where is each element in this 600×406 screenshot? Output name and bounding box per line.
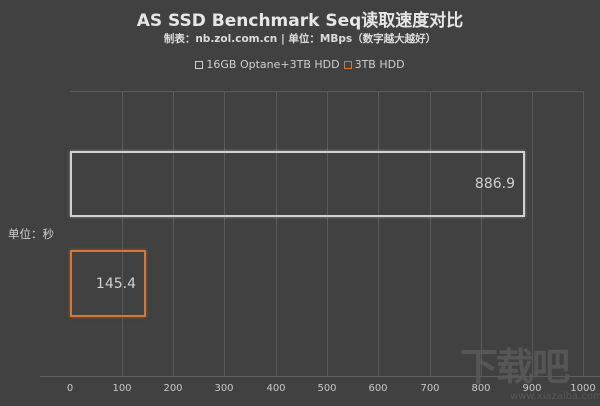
- gridline: [173, 91, 174, 376]
- x-tick-label: 500: [317, 383, 337, 394]
- gridline: [224, 91, 225, 376]
- legend-swatch-icon: [195, 60, 204, 69]
- chart-title: AS SSD Benchmark Seq读取速度对比: [136, 11, 464, 31]
- gridline: [378, 91, 379, 376]
- watermark-logo: 下载吧: [460, 345, 570, 389]
- x-tick-label: 800: [471, 383, 491, 394]
- y-axis-unit-label: 单位：秒: [8, 227, 54, 241]
- legend-item-hdd: 3TB HDD: [343, 58, 405, 71]
- x-tick-label: 100: [112, 383, 132, 394]
- bar-value-label: 145.4: [95, 275, 136, 292]
- gridline: [327, 91, 328, 376]
- x-tick-label: 400: [266, 383, 286, 394]
- gridline: [122, 91, 123, 376]
- legend-label: 16GB Optane+3TB HDD: [206, 58, 340, 71]
- gridline: [430, 91, 431, 376]
- x-tick-label: 200: [163, 383, 183, 394]
- x-tick-label: 700: [420, 383, 440, 394]
- legend-label: 3TB HDD: [354, 58, 405, 71]
- bar-value-label: 886.9: [474, 176, 515, 192]
- gridline: [532, 91, 533, 376]
- x-tick-label: 0: [66, 383, 74, 394]
- legend-swatch-icon: [343, 60, 352, 69]
- gridline: [481, 91, 482, 376]
- watermark-url: www.xiazaiba.com: [510, 391, 600, 402]
- gridline: [276, 91, 277, 376]
- gridline: [583, 91, 584, 376]
- legend: 16GB Optane+3TB HDD 3TB HDD: [0, 58, 600, 71]
- legend-item-optane: 16GB Optane+3TB HDD: [195, 58, 340, 71]
- chart-subtitle: 制表：nb.zol.com.cn | 单位：MBps（数字越大越好）: [163, 33, 437, 45]
- bar-optane-hdd: 886.9: [70, 151, 525, 217]
- x-tick-label: 900: [522, 383, 542, 394]
- x-tick-label: 300: [214, 383, 234, 394]
- x-axis-line: [40, 376, 600, 377]
- bar-hdd: 145.4: [70, 250, 146, 317]
- x-tick-label: 600: [368, 383, 388, 394]
- x-tick-label: 1000: [570, 383, 596, 394]
